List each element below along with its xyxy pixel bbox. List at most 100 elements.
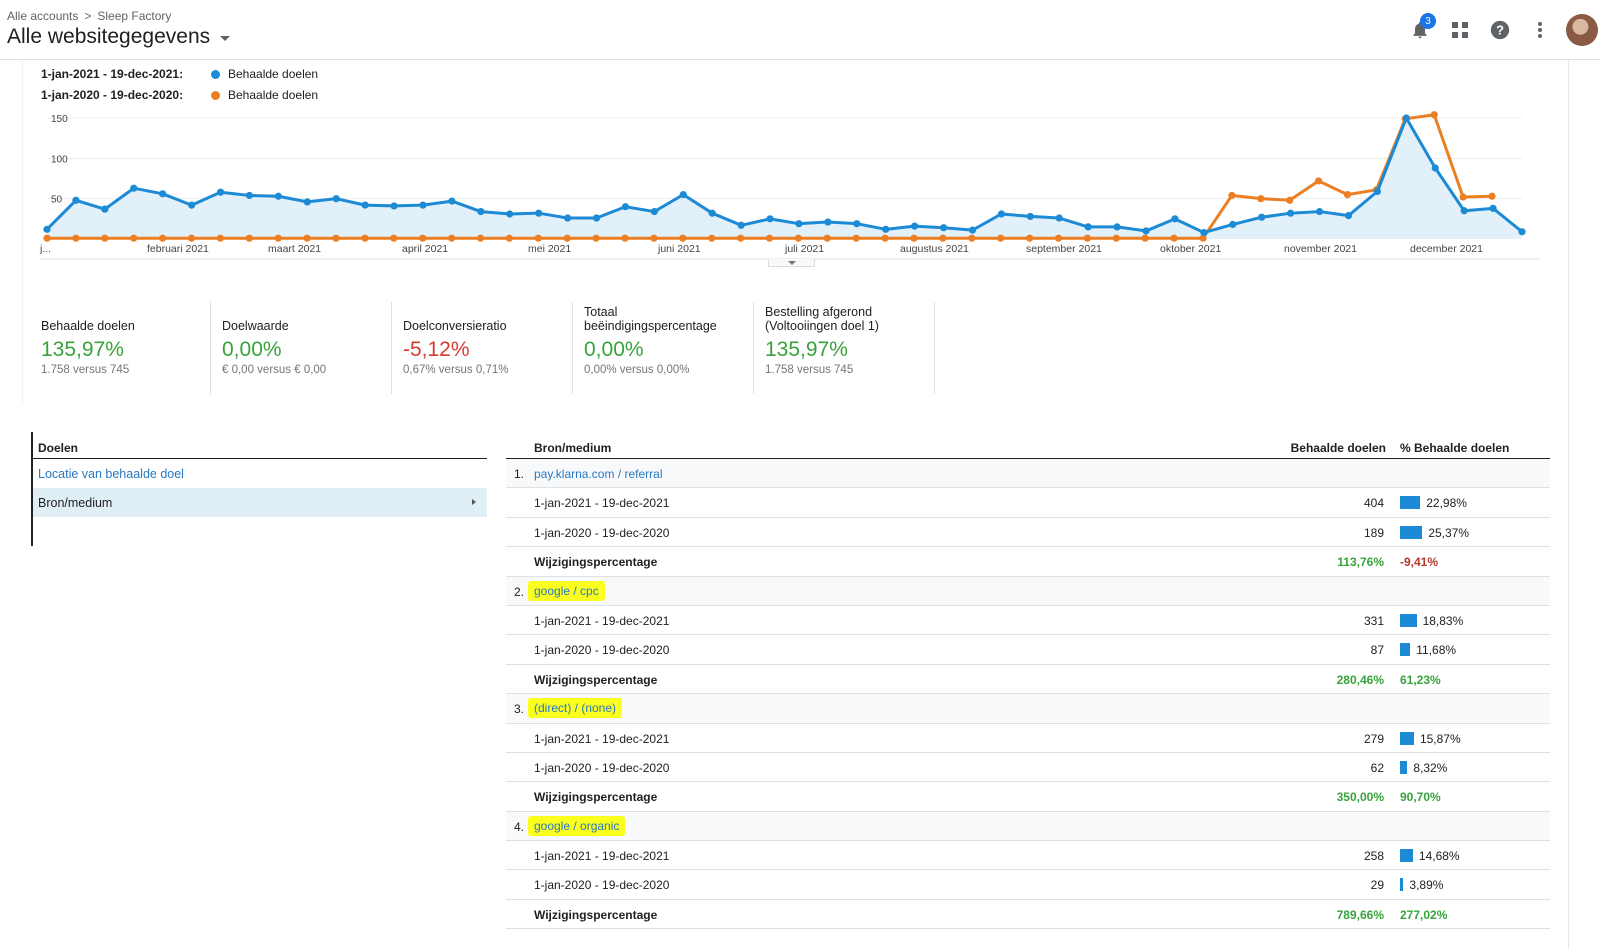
scorecard-title: Bestelling afgerond (Voltooiingen doel 1… [765, 305, 879, 333]
data-point-current [650, 207, 658, 216]
goal-completions-value: 62 [1370, 760, 1384, 775]
row-number: 4. [514, 819, 525, 834]
scorecard[interactable]: Totaal beëindigingspercentage 0,00% 0,00… [573, 302, 754, 394]
more-vert-icon [1538, 22, 1542, 38]
change-value: 113,76% [1337, 555, 1384, 570]
data-point-current [911, 222, 919, 230]
data-point-previous [303, 234, 311, 242]
data-point-current [332, 195, 340, 203]
scorecard[interactable]: Behaalde doelen 135,97% 1.758 versus 745 [30, 302, 211, 394]
data-point-current [621, 203, 630, 211]
row-number: 1. [514, 467, 525, 481]
scorecards: Behaalde doelen 135,97% 1.758 versus 745… [30, 302, 935, 394]
data-point-current [679, 191, 687, 199]
data-point-current [1315, 207, 1324, 216]
data-point-current [563, 214, 572, 222]
scorecard[interactable]: Doelwaarde 0,00% € 0,00 versus € 0,00 [211, 302, 392, 394]
scorecard[interactable]: Doelconversieratio -5,12% 0,67% versus 0… [392, 302, 573, 394]
x-tick-label: december 2021 [1410, 243, 1483, 255]
data-point-previous [419, 234, 427, 242]
table-row: 1-jan-2020 - 19-dec-2020 189 25,37% [506, 518, 1550, 548]
data-point-current [708, 209, 716, 217]
scorecard-title: Totaal beëindigingspercentage [584, 305, 717, 333]
data-point-previous [332, 234, 340, 242]
column-header-pct[interactable]: % Behaalde doelen [1400, 441, 1510, 455]
breadcrumb-root[interactable]: Alle accounts [7, 9, 79, 23]
change-percentage: 61,23% [1400, 672, 1441, 687]
data-point-previous [563, 234, 571, 242]
data-point-previous [1141, 234, 1149, 242]
data-point-current [1229, 220, 1237, 229]
data-point-previous [390, 234, 398, 242]
scorecard-value: -5,12% [403, 338, 470, 361]
data-point-current [997, 210, 1006, 218]
help-icon: ? [1490, 20, 1510, 40]
data-point-current [1026, 212, 1034, 221]
data-point-current [303, 198, 311, 206]
breadcrumb-account[interactable]: Sleep Factory [97, 9, 172, 23]
data-point-current [1460, 207, 1468, 215]
date-range-label: 1-jan-2021 - 19-dec-2021 [534, 613, 670, 628]
percentage-value: 25,37% [1428, 525, 1470, 540]
change-row: Wijzigingspercentage 789,66% 277,02% [506, 900, 1550, 930]
data-point-current [1200, 228, 1208, 237]
percentage-bar [1400, 496, 1421, 510]
data-point-previous [274, 234, 282, 242]
goal-item-location[interactable]: Locatie van behaalde doel [33, 459, 487, 488]
legend-label: Behaalde doelen [228, 67, 319, 81]
table-row: 1-jan-2021 - 19-dec-2021 331 18,83% [506, 606, 1550, 636]
avatar[interactable] [1566, 14, 1598, 46]
view-title: Alle websitegegevens [7, 25, 211, 48]
data-point-current [506, 210, 514, 218]
scorecard-value: 135,97% [765, 338, 848, 361]
table-row: 1-jan-2020 - 19-dec-2020 62 8,32% [506, 753, 1550, 783]
help-button[interactable]: ? [1480, 12, 1520, 48]
change-label: Wijzigingspercentage [534, 907, 658, 922]
legend-row-current: 1-jan-2021 - 19-dec-2021: Behaalde doele… [41, 67, 318, 81]
scorecard-value: 0,00% [222, 338, 282, 361]
data-point-current [535, 209, 543, 217]
more-options-button[interactable] [1520, 12, 1560, 48]
data-point-previous [794, 234, 803, 242]
goal-completions-value: 189 [1363, 525, 1384, 540]
notifications-button[interactable]: 3 [1400, 12, 1440, 48]
chart-collapse-toggle[interactable] [768, 259, 815, 267]
goal-item-source-medium[interactable]: Bron/medium [33, 488, 487, 517]
data-point-previous [1228, 191, 1236, 200]
column-header-source[interactable]: Bron/medium [534, 441, 612, 455]
data-point-previous [1026, 234, 1034, 242]
table-row: 1-jan-2020 - 19-dec-2020 29 3,89% [506, 870, 1550, 900]
source-medium-link[interactable]: google / cpc [528, 580, 605, 601]
table-group-row: 3. (direct) / (none) [506, 694, 1550, 724]
data-point-previous [1170, 234, 1178, 242]
source-medium-link[interactable]: google / organic [528, 815, 626, 836]
scorecard-title: Behaalde doelen [41, 319, 135, 333]
apps-button[interactable] [1440, 12, 1480, 48]
data-point-current [1489, 204, 1497, 212]
scorecard-value: 0,00% [584, 338, 644, 361]
x-tick-label: september 2021 [1026, 243, 1102, 255]
data-point-current [216, 188, 225, 196]
percentage-value: 14,68% [1418, 849, 1460, 864]
scorecard-value: 135,97% [41, 338, 124, 361]
column-header-goals[interactable]: Behaalde doelen [1290, 441, 1386, 455]
data-point-current [882, 225, 890, 233]
view-selector[interactable]: Alle websitegegevens [7, 25, 231, 49]
data-point-previous [361, 234, 369, 242]
data-point-previous [43, 234, 51, 242]
source-medium-link[interactable]: (direct) / (none) [528, 698, 623, 719]
scorecard[interactable]: Bestelling afgerond (Voltooiingen doel 1… [754, 302, 935, 394]
data-point-current [1171, 215, 1179, 223]
data-point-current [853, 220, 861, 228]
date-range-label: 1-jan-2020 - 19-dec-2020 [534, 878, 670, 893]
legend-row-previous: 1-jan-2020 - 19-dec-2020: Behaalde doele… [41, 88, 318, 102]
source-medium-link[interactable]: pay.klarna.com / referral [534, 467, 663, 481]
data-point-previous [1257, 195, 1265, 203]
y-tick-label: 50 [51, 195, 63, 206]
data-point-previous [708, 234, 716, 242]
data-point-current [1402, 114, 1410, 122]
percentage-bar [1400, 643, 1411, 657]
table-row: 1-jan-2021 - 19-dec-2021 279 15,87% [506, 724, 1550, 753]
scorecard-compare: € 0,00 versus € 0,00 [222, 364, 327, 376]
